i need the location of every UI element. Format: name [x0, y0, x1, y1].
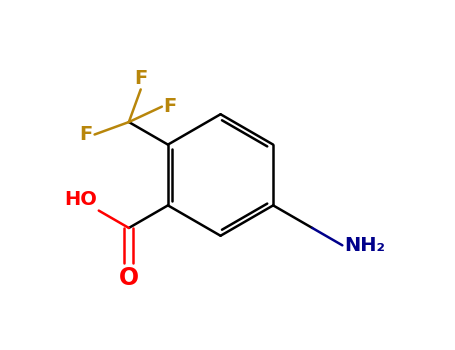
- Text: HO: HO: [64, 190, 97, 209]
- Text: F: F: [80, 125, 93, 144]
- Text: F: F: [134, 69, 147, 88]
- Text: O: O: [119, 266, 139, 290]
- Text: NH₂: NH₂: [344, 236, 385, 255]
- Text: F: F: [164, 97, 177, 116]
